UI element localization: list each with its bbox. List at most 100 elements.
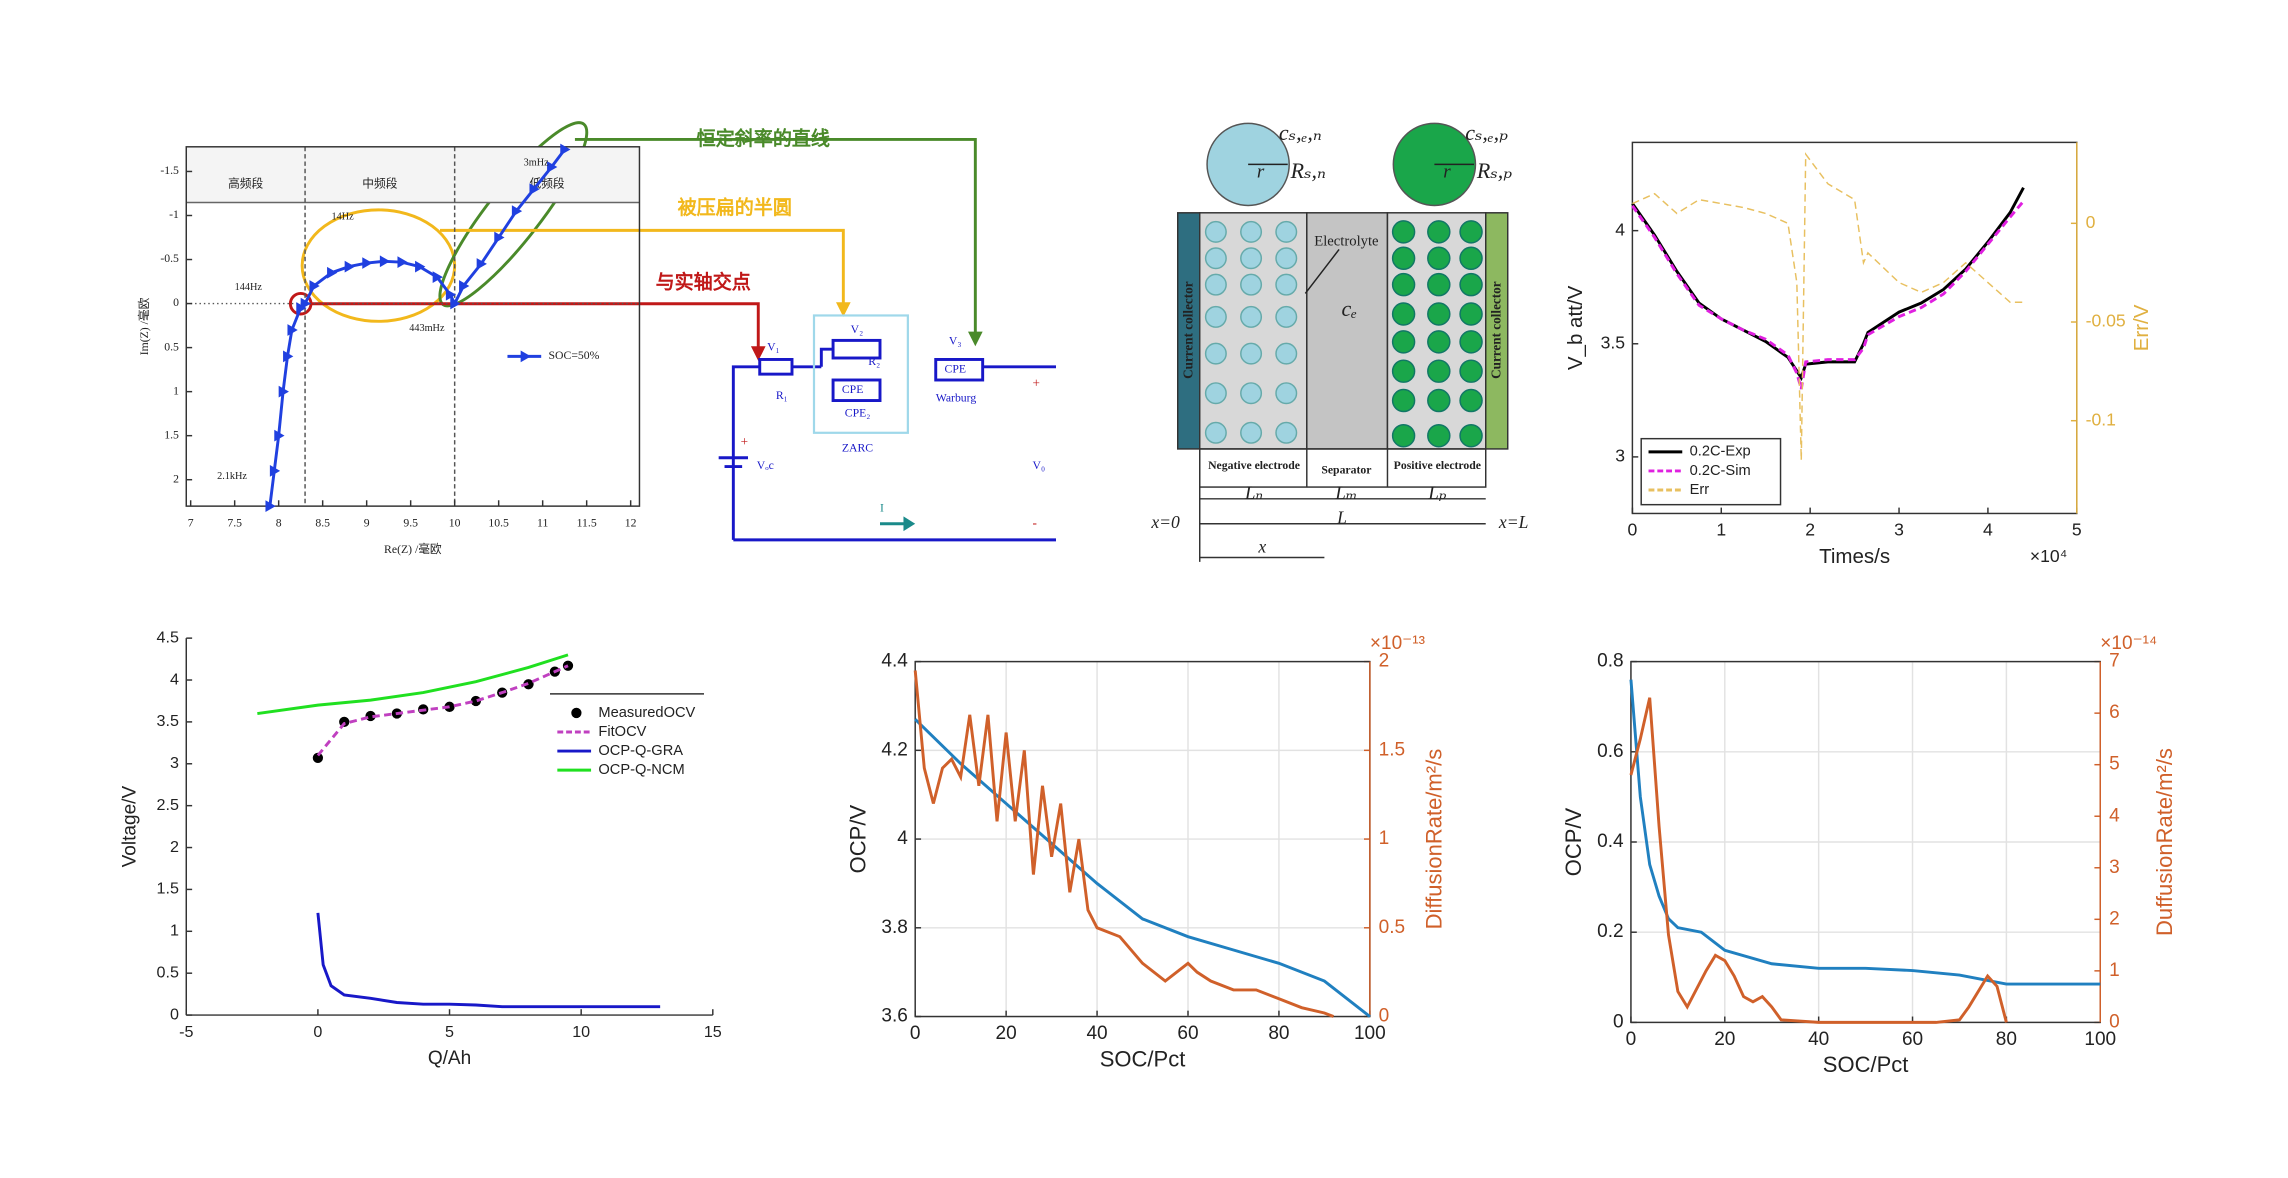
label: L: [1336, 507, 1347, 527]
annotation: 3mHz: [524, 157, 550, 168]
particle: [1391, 423, 1416, 448]
label: CPE₂: [845, 406, 871, 419]
y2-tick-label: 0.5: [1379, 917, 1405, 938]
y-tick-label: 3: [170, 754, 179, 772]
y-tick-label: 0.5: [157, 963, 179, 981]
x-axis-label: Times/s: [1819, 545, 1890, 568]
y-tick-label: 3.5: [157, 712, 179, 730]
y2-axis-label: DiffusionRate/m²/s: [1422, 749, 1447, 930]
y2-tick-label: -0.05: [2086, 311, 2126, 331]
particle: [1240, 421, 1263, 444]
electrode-diagram: [1177, 122, 1509, 562]
legend-label: 0.2C-Exp: [1690, 444, 1751, 460]
y2-axis-label: DuffusionRate/m²/s: [2152, 748, 2177, 936]
series-line: [1629, 697, 2008, 1024]
y-tick-label: 2.5: [157, 796, 179, 814]
legend-label: OCP-Q-GRA: [598, 743, 683, 759]
particle: [1427, 359, 1451, 383]
y-tick-label: 0.5: [164, 340, 179, 353]
x-tick-label: 20: [996, 1023, 1017, 1044]
label: R₂: [868, 355, 880, 368]
marker: [494, 231, 505, 244]
y-tick-label: 1.5: [164, 428, 179, 441]
label: Electrolyte: [1314, 233, 1378, 249]
label: V₁: [767, 340, 780, 353]
marker: [432, 271, 443, 284]
label: I: [880, 502, 884, 515]
x-tick-label: 80: [1268, 1023, 1289, 1044]
wire: [731, 365, 760, 540]
x-tick-label: 9.5: [403, 516, 418, 529]
marker: [287, 324, 298, 336]
particle: [1204, 247, 1227, 270]
arrow-head: [968, 331, 983, 347]
series-line: [1631, 200, 2025, 390]
particle: [1275, 273, 1298, 296]
x-tick-label: 8.5: [315, 516, 330, 529]
particle: [1391, 388, 1416, 413]
marker: [274, 429, 285, 442]
particle: [1391, 246, 1416, 270]
y2-tick-label: -0.1: [2086, 409, 2116, 429]
y-tick-label: -1.5: [160, 164, 179, 177]
particle: [1427, 388, 1451, 413]
x-tick-label: 4: [1983, 520, 1993, 540]
label: x=L: [1498, 512, 1528, 532]
x-tick-label: 100: [2084, 1029, 2116, 1050]
y2-tick-label: 0: [1379, 1006, 1390, 1027]
y-tick-label: -1: [169, 208, 179, 221]
marker: [470, 695, 481, 707]
y2-tick-label: 6: [2109, 702, 2120, 723]
label: Lₘ: [1334, 483, 1357, 504]
x-tick-label: 80: [1996, 1029, 2017, 1050]
x-tick-label: 5: [2072, 520, 2082, 540]
x-tick-label: 0: [910, 1023, 921, 1044]
label: Rₛ,ₚ: [1476, 158, 1512, 183]
particle: [1204, 305, 1227, 328]
marker: [327, 266, 338, 279]
marker: [278, 385, 289, 398]
annotation: 14Hz: [331, 212, 354, 223]
y-tick-label: 2: [173, 472, 179, 485]
x-tick-label: -5: [179, 1023, 193, 1041]
x-tick-label: 40: [1808, 1029, 1829, 1050]
x-axis-label: Q/Ah: [428, 1048, 471, 1069]
particle: [1391, 302, 1416, 326]
particle: [1459, 330, 1483, 354]
x-tick-label: 0: [1628, 520, 1638, 540]
label: -: [1033, 515, 1037, 530]
label: CPE: [842, 383, 864, 396]
series-line: [1629, 679, 2101, 986]
particle: [1459, 220, 1483, 244]
electrode-labels: Current collector Current collector Elec…: [1150, 120, 1528, 557]
particle: [1240, 342, 1263, 365]
y2-scale-label: ×10⁻¹⁴: [2100, 633, 2157, 654]
marker: [283, 350, 294, 363]
x-tick-label: 7: [188, 516, 194, 529]
x-tick-label: 0: [1626, 1029, 1637, 1050]
label: V₂: [851, 323, 864, 336]
label: Rₛ,ₙ: [1290, 158, 1326, 183]
particle: [1427, 423, 1451, 448]
particle: [1427, 220, 1451, 244]
particle: [1391, 220, 1416, 244]
x-tick-label: 3: [1894, 520, 1904, 540]
region-label: 高频段: [228, 177, 263, 191]
label: R₁: [776, 389, 788, 402]
marker: [265, 500, 276, 512]
label: cₛ,ₑ,ₙ: [1279, 120, 1322, 145]
y-tick-label: 4.4: [881, 651, 908, 672]
particle: [1427, 302, 1451, 326]
x-tick-label: 11.5: [577, 516, 597, 529]
pointer: [1304, 249, 1340, 294]
particle: [1240, 247, 1263, 270]
yellow-arrow: [439, 228, 845, 306]
label: Vₒc: [757, 459, 774, 472]
callout: 恒定斜率的直线: [697, 127, 830, 150]
y2-tick-label: 2: [1379, 651, 1390, 672]
marker: [523, 679, 534, 690]
y2-tick-label: 1: [1379, 828, 1390, 849]
x-tick-label: 10: [449, 516, 461, 529]
particle: [1391, 359, 1416, 383]
particle: [1275, 382, 1298, 405]
